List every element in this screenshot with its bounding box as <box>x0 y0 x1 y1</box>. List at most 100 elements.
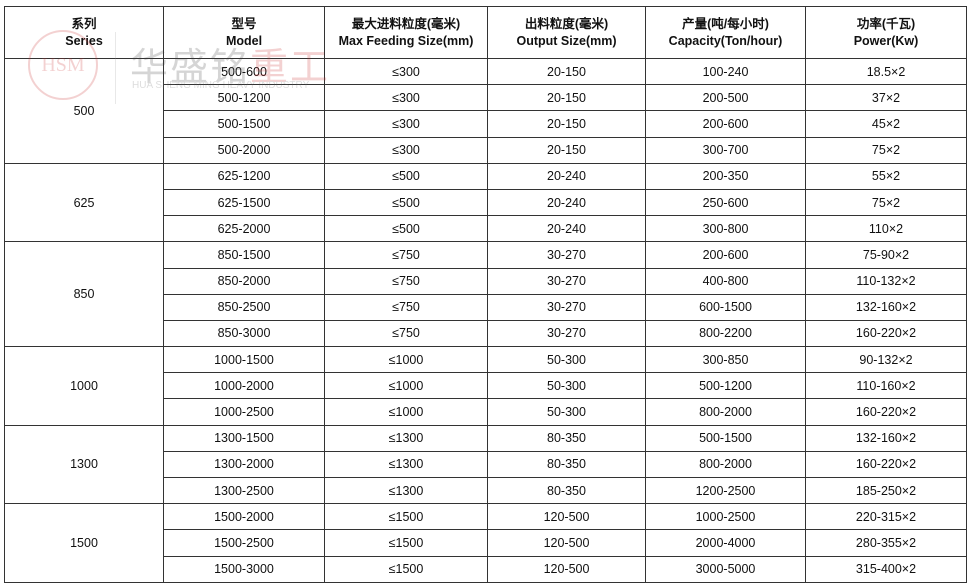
power-cell: 132-160×2 <box>805 424 967 452</box>
max-feeding-cell: ≤500 <box>324 188 488 217</box>
table-row: 1300-2500 ≤1300 80-350 1200-2500 185-250×2 <box>5 476 967 505</box>
table-row: 500-2000 ≤300 20-150 300-700 75×2 <box>5 136 967 164</box>
model-cell: 1500-3000 <box>163 555 325 583</box>
table-row: 850 850-1500 ≤750 30-270 200-600 75-90×2 <box>4 241 967 348</box>
header-series: 系列 Series <box>4 6 164 59</box>
capacity-cell: 200-600 <box>645 110 806 138</box>
output-size-cell: 30-270 <box>487 293 646 321</box>
series-cell: 625 <box>4 162 164 243</box>
model-cell: 850-3000 <box>163 319 325 348</box>
power-cell: 160-220×2 <box>805 319 967 348</box>
header-output-size: 出料粒度(毫米) Output Size(mm) <box>487 6 646 59</box>
model-cell: 850-2000 <box>163 267 325 295</box>
capacity-cell: 400-800 <box>645 267 806 295</box>
model-cell: 625-2000 <box>163 215 325 243</box>
table-row: 1500-3000 ≤1500 120-500 3000-5000 315-400×2 <box>5 555 967 583</box>
series-cell: 1300 <box>4 424 164 505</box>
max-feeding-cell: ≤1300 <box>324 450 488 479</box>
series-cell: 850 <box>4 241 164 348</box>
output-size-cell: 80-350 <box>487 450 646 479</box>
table-row: 1000-2500 ≤1000 50-300 800-2000 160-220×2 <box>5 398 967 426</box>
model-cell: 1500-2500 <box>163 529 325 557</box>
max-feeding-cell: ≤1000 <box>324 398 488 426</box>
power-cell: 18.5×2 <box>805 57 967 86</box>
output-size-cell: 20-150 <box>487 136 646 164</box>
model-cell: 1000-2000 <box>163 372 325 400</box>
capacity-cell: 800-2000 <box>645 450 806 479</box>
output-size-cell: 20-150 <box>487 57 646 86</box>
table-row: 1300 1300-1500 ≤1300 80-350 500-1500 132-160×… <box>4 424 967 505</box>
model-cell: 625-1500 <box>163 188 325 217</box>
power-cell: 75×2 <box>805 188 967 217</box>
output-size-cell: 20-240 <box>487 162 646 190</box>
max-feeding-cell: ≤1000 <box>324 372 488 400</box>
capacity-cell: 250-600 <box>645 188 806 217</box>
model-cell: 850-1500 <box>163 241 325 269</box>
power-cell: 75-90×2 <box>805 241 967 269</box>
output-size-cell: 20-150 <box>487 84 646 112</box>
power-cell: 110-160×2 <box>805 372 967 400</box>
model-cell: 625-1200 <box>163 162 325 190</box>
power-cell: 132-160×2 <box>805 293 967 321</box>
max-feeding-cell: ≤1300 <box>324 476 488 505</box>
output-size-cell: 30-270 <box>487 241 646 269</box>
power-cell: 110×2 <box>805 215 967 243</box>
capacity-cell: 300-800 <box>645 215 806 243</box>
max-feeding-cell: ≤300 <box>324 136 488 164</box>
power-cell: 45×2 <box>805 110 967 138</box>
model-cell: 1300-1500 <box>163 424 325 452</box>
max-feeding-cell: ≤750 <box>324 241 488 269</box>
capacity-cell: 3000-5000 <box>645 555 806 583</box>
capacity-cell: 800-2200 <box>645 319 806 348</box>
max-feeding-cell: ≤750 <box>324 267 488 295</box>
capacity-cell: 1200-2500 <box>645 476 806 505</box>
capacity-cell: 200-500 <box>645 84 806 112</box>
model-cell: 500-1200 <box>163 84 325 112</box>
capacity-cell: 800-2000 <box>645 398 806 426</box>
power-cell: 160-220×2 <box>805 450 967 479</box>
capacity-cell: 500-1500 <box>645 424 806 452</box>
capacity-cell: 600-1500 <box>645 293 806 321</box>
power-cell: 160-220×2 <box>805 398 967 426</box>
header-row: 系列 Series 型号 Model 最大进料粒度(毫米) Max Feeding S… <box>4 6 967 59</box>
header-max-feeding: 最大进料粒度(毫米) Max Feeding Size(mm) <box>324 6 488 59</box>
power-cell: 220-315×2 <box>805 503 967 531</box>
capacity-cell: 2000-4000 <box>645 529 806 557</box>
max-feeding-cell: ≤300 <box>324 110 488 138</box>
capacity-cell: 200-350 <box>645 162 806 190</box>
capacity-cell: 500-1200 <box>645 372 806 400</box>
max-feeding-cell: ≤750 <box>324 319 488 348</box>
capacity-cell: 200-600 <box>645 241 806 269</box>
table-row: 500 500-600 ≤300 20-150 100-240 18.5×2 <box>4 57 967 164</box>
output-size-cell: 50-300 <box>487 372 646 400</box>
capacity-cell: 1000-2500 <box>645 503 806 531</box>
table-row: 1500 1500-2000 ≤1500 120-500 1000-2500 220-31… <box>4 503 967 583</box>
model-cell: 850-2500 <box>163 293 325 321</box>
model-cell: 500-600 <box>163 57 325 86</box>
output-size-cell: 20-240 <box>487 188 646 217</box>
output-size-cell: 30-270 <box>487 267 646 295</box>
max-feeding-cell: ≤1000 <box>324 346 488 374</box>
max-feeding-cell: ≤500 <box>324 162 488 190</box>
model-cell: 500-1500 <box>163 110 325 138</box>
capacity-cell: 300-850 <box>645 346 806 374</box>
power-cell: 55×2 <box>805 162 967 190</box>
output-size-cell: 80-350 <box>487 424 646 452</box>
model-cell: 1300-2500 <box>163 476 325 505</box>
model-cell: 1500-2000 <box>163 503 325 531</box>
capacity-cell: 100-240 <box>645 57 806 86</box>
max-feeding-cell: ≤300 <box>324 84 488 112</box>
output-size-cell: 20-150 <box>487 110 646 138</box>
power-cell: 37×2 <box>805 84 967 112</box>
series-cell: 1500 <box>4 503 164 583</box>
table-row: 500-1500 ≤300 20-150 200-600 45×2 <box>5 110 967 138</box>
max-feeding-cell: ≤500 <box>324 215 488 243</box>
table-row: 1500-2500 ≤1500 120-500 2000-4000 280-355×2 <box>5 529 967 557</box>
output-size-cell: 120-500 <box>487 529 646 557</box>
table-row: 625-2000 ≤500 20-240 300-800 110×2 <box>5 215 967 243</box>
table-row: 625 625-1200 ≤500 20-240 200-350 55×2 <box>4 162 967 243</box>
max-feeding-cell: ≤750 <box>324 293 488 321</box>
table-row: 1000 1000-1500 ≤1000 50-300 300-850 90-132×2 <box>4 346 967 426</box>
output-size-cell: 50-300 <box>487 346 646 374</box>
power-cell: 185-250×2 <box>805 476 967 505</box>
